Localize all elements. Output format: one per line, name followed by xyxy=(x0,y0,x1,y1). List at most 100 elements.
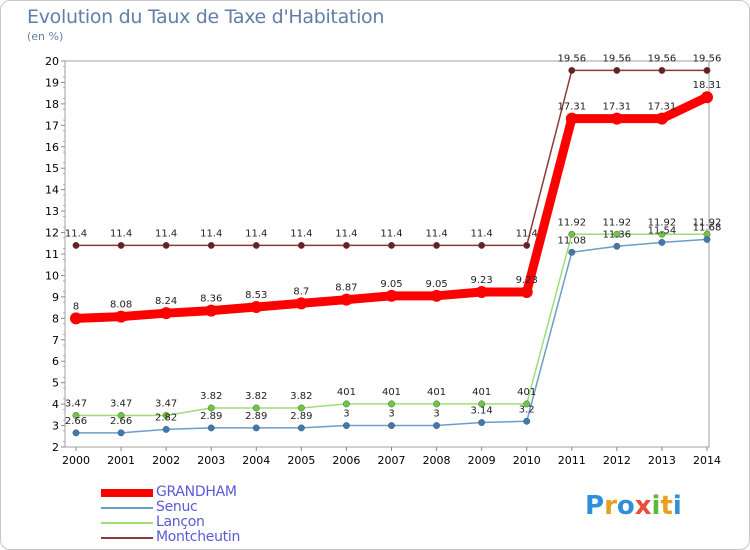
x-tick-label: 2013 xyxy=(648,454,676,467)
proxiti-logo: Proxiti xyxy=(585,491,682,521)
data-label: 2.89 xyxy=(245,411,267,422)
data-label: 17.31 xyxy=(557,102,586,113)
data-point xyxy=(162,412,170,419)
data-label: 3.47 xyxy=(155,398,177,409)
data-point xyxy=(72,241,80,249)
data-point xyxy=(117,412,125,419)
legend-swatch xyxy=(101,489,153,497)
x-tick-label: 2008 xyxy=(423,454,451,467)
y-tick-label: 5 xyxy=(52,377,59,390)
data-label: 8.24 xyxy=(155,296,177,307)
x-tick-label: 2009 xyxy=(468,454,496,467)
y-tick-label: 16 xyxy=(45,141,59,154)
data-label: 11.4 xyxy=(516,228,538,239)
data-point xyxy=(701,91,713,104)
x-tick-label: 2001 xyxy=(107,454,135,467)
data-label: 3 xyxy=(388,409,394,420)
y-tick-label: 14 xyxy=(45,184,59,197)
data-point xyxy=(613,66,621,74)
data-point xyxy=(610,112,623,125)
data-label: 11.4 xyxy=(471,228,493,239)
data-label: 19.56 xyxy=(603,53,632,64)
data-point xyxy=(340,293,353,306)
data-point xyxy=(115,310,128,323)
x-tick-label: 2002 xyxy=(152,454,180,467)
logo-letter: r xyxy=(604,491,617,521)
legend-label: Senuc xyxy=(156,499,198,515)
data-point xyxy=(433,241,441,249)
data-point xyxy=(523,241,531,249)
x-tick-label: 2006 xyxy=(332,454,360,467)
data-label: 3.82 xyxy=(245,391,267,402)
data-point xyxy=(388,422,395,430)
data-point xyxy=(613,230,621,238)
legend-swatch xyxy=(101,507,153,509)
data-label: 3.82 xyxy=(200,391,222,402)
data-label: 11.4 xyxy=(245,228,267,239)
y-tick-label: 10 xyxy=(45,269,59,282)
data-point xyxy=(252,241,260,249)
data-label: 11.4 xyxy=(65,228,87,239)
data-label: 3 xyxy=(343,409,349,420)
data-label: 3.82 xyxy=(290,391,312,402)
plot-area xyxy=(64,60,710,448)
data-point xyxy=(568,230,576,238)
data-point xyxy=(252,404,260,412)
data-point xyxy=(568,66,576,74)
data-label: 19.56 xyxy=(648,53,677,64)
data-point xyxy=(478,241,486,249)
data-label: 401 xyxy=(472,387,491,398)
data-point xyxy=(117,241,125,249)
data-point xyxy=(523,400,531,408)
y-tick-label: 19 xyxy=(45,76,59,89)
data-label: 11.4 xyxy=(155,228,177,239)
y-tick-label: 20 xyxy=(45,55,59,68)
x-tick-label: 2011 xyxy=(558,454,586,467)
data-label: 3.47 xyxy=(110,398,132,409)
data-label: 17.31 xyxy=(648,102,677,113)
x-tick-label: 2000 xyxy=(62,454,90,467)
data-label: 11.68 xyxy=(693,222,722,233)
data-label: 8.36 xyxy=(200,294,222,305)
data-label: 3 xyxy=(433,409,439,420)
data-label: 8.87 xyxy=(335,283,357,294)
data-label: 9.23 xyxy=(471,275,493,286)
data-point xyxy=(342,241,350,249)
data-label: 8.53 xyxy=(245,290,267,301)
data-label: 2.89 xyxy=(200,411,222,422)
y-tick-label: 6 xyxy=(52,355,59,368)
data-label: 2.66 xyxy=(65,416,87,427)
logo-letter: P xyxy=(585,491,605,521)
y-tick-label: 2 xyxy=(52,441,59,454)
data-point xyxy=(658,238,666,246)
data-point xyxy=(295,297,308,310)
data-label: 11.4 xyxy=(200,228,222,239)
data-point xyxy=(613,242,621,250)
logo-letter: x xyxy=(634,491,652,521)
data-label: 11.4 xyxy=(110,228,132,239)
data-point xyxy=(207,424,215,432)
data-point xyxy=(568,248,576,256)
data-label: 3.47 xyxy=(65,398,87,409)
data-label: 11.92 xyxy=(648,217,677,228)
data-label: 2.66 xyxy=(110,416,132,427)
data-point xyxy=(297,241,305,249)
y-tick-label: 12 xyxy=(45,227,59,240)
x-tick-label: 2003 xyxy=(197,454,225,467)
x-tick-label: 2014 xyxy=(693,454,721,467)
data-label: 2.82 xyxy=(155,412,177,423)
data-label: 401 xyxy=(517,387,536,398)
data-point xyxy=(342,400,350,408)
data-point xyxy=(160,307,173,320)
y-tick-label: 17 xyxy=(45,119,59,132)
data-point xyxy=(520,285,533,298)
logo-letter: t xyxy=(660,491,673,521)
data-point xyxy=(252,424,260,432)
logo-letter: o xyxy=(616,491,635,521)
legend-label: GRANDHAM xyxy=(156,484,237,500)
data-point xyxy=(433,400,441,408)
data-label: 401 xyxy=(427,387,446,398)
data-label: 401 xyxy=(382,387,401,398)
data-label: 11.92 xyxy=(693,217,722,228)
